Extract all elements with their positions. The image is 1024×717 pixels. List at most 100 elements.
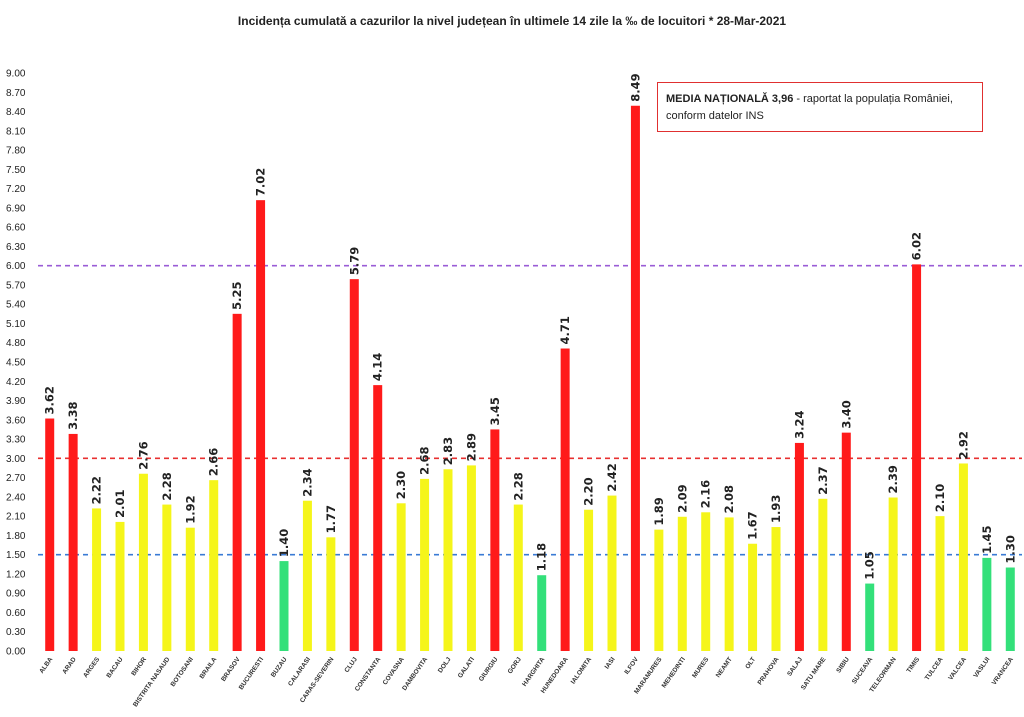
data-label: 2.39 [886, 465, 900, 493]
bar [584, 509, 594, 651]
x-tick-label: ALBA [38, 656, 54, 675]
data-label: 2.92 [956, 431, 970, 459]
national-average-annotation: MEDIA NAȚIONALĂ 3,96 - raportat la popul… [657, 82, 983, 132]
x-tick-label: DOLJ [437, 656, 453, 675]
bar [724, 517, 734, 651]
data-label: 2.08 [722, 485, 736, 513]
value-labels: 3.62 3.38 2.22 2.01 2.76 2.28 1.92 2.66 5.25 7.02… [43, 73, 1018, 579]
data-label: 1.89 [652, 497, 666, 525]
x-tick-label: SATU MARE [800, 656, 828, 692]
bar [537, 575, 547, 651]
x-tick-label: DAMBOVITA [401, 656, 429, 692]
bar [654, 529, 664, 651]
y-tick-label: 1.20 [6, 569, 26, 580]
data-label: 1.18 [535, 543, 549, 571]
y-tick-label: 9.00 [6, 69, 26, 80]
bar [466, 465, 476, 651]
data-label: 2.16 [699, 480, 713, 508]
x-tick-label: MURES [691, 656, 711, 680]
bar [841, 432, 851, 651]
bar [771, 527, 781, 651]
bar [326, 537, 336, 651]
data-label: 2.76 [136, 441, 150, 469]
data-label: 2.28 [511, 472, 525, 500]
data-label: 1.67 [746, 511, 760, 539]
bar [68, 433, 78, 651]
annotation-bold: MEDIA NAȚIONALĂ 3,96 [666, 93, 794, 105]
data-label: 2.89 [464, 433, 478, 461]
bar [92, 508, 102, 651]
data-label: 5.25 [230, 281, 244, 309]
bar [912, 264, 922, 651]
bar [209, 480, 219, 651]
y-tick-label: 2.10 [6, 512, 26, 523]
y-tick-label: 3.30 [6, 435, 26, 446]
data-label: 2.09 [675, 484, 689, 512]
bar [818, 498, 828, 651]
bar [256, 200, 266, 651]
x-tick-label: BACAU [105, 656, 124, 679]
bar [1005, 567, 1015, 651]
y-tick-label: 0.90 [6, 589, 26, 600]
bar [443, 469, 453, 651]
data-label: 1.30 [1003, 535, 1017, 563]
bar [607, 495, 617, 651]
data-label: 2.37 [816, 466, 830, 494]
x-tick-label: TIMIS [906, 656, 922, 675]
x-tick-label: BUCURESTI [238, 656, 266, 691]
x-tick-label: BIHOR [130, 656, 148, 677]
y-tick-label: 4.80 [6, 338, 26, 349]
y-tick-label: 6.30 [6, 242, 26, 253]
y-tick-label: 5.70 [6, 280, 26, 291]
data-label: 6.02 [910, 232, 924, 260]
y-tick-label: 5.40 [6, 300, 26, 311]
data-label: 1.40 [277, 529, 291, 557]
data-label: 3.62 [43, 386, 57, 414]
x-tick-label: COVASNA [382, 656, 406, 686]
x-tick-label: ILFOV [623, 656, 640, 676]
data-label: 3.38 [66, 402, 80, 430]
data-label: 7.02 [254, 168, 268, 196]
bar [45, 418, 55, 651]
x-tick-label: VASLUI [972, 656, 991, 679]
y-tick-label: 2.40 [6, 492, 26, 503]
data-label: 2.68 [418, 447, 432, 475]
bar [560, 348, 570, 651]
y-axis: 0.00 0.30 0.60 0.90 1.20 1.50 1.80 2.10 2.40 2.70… [6, 69, 26, 658]
data-label: 5.79 [347, 247, 361, 275]
annotation-line2: conform datelor INS [666, 110, 764, 122]
x-tick-label: HARGHITA [521, 656, 546, 688]
x-tick-label: IALOMITA [570, 656, 594, 686]
x-tick-label: ARGES [82, 656, 101, 679]
y-tick-label: 0.00 [6, 647, 26, 658]
bar [630, 105, 640, 651]
data-label: 8.49 [628, 73, 642, 101]
bar [865, 583, 875, 651]
bar [935, 516, 945, 651]
y-tick-label: 4.20 [6, 377, 26, 388]
y-tick-label: 3.00 [6, 454, 26, 465]
x-tick-label: VRANCEA [991, 656, 1015, 687]
bar [677, 516, 687, 651]
data-label: 2.20 [582, 477, 596, 505]
bar [888, 497, 898, 651]
bar [185, 527, 195, 651]
y-tick-label: 8.70 [6, 88, 26, 99]
data-label: 2.10 [933, 484, 947, 512]
data-label: 2.01 [113, 490, 127, 518]
bar [982, 557, 992, 651]
annotation-rest: - raportat la populația României, [793, 93, 953, 105]
bar [138, 473, 148, 651]
x-tick-label: CONSTANTA [354, 656, 383, 693]
data-label: 3.45 [488, 397, 502, 425]
x-tick-label: ARAD [61, 656, 78, 676]
y-tick-label: 1.80 [6, 531, 26, 542]
y-tick-label: 1.50 [6, 550, 26, 561]
data-label: 4.14 [371, 353, 385, 381]
x-tick-label: CLUJ [343, 656, 359, 674]
x-tick-label: IASI [604, 656, 617, 671]
x-tick-label: MEHEDINTI [661, 656, 687, 689]
x-tick-label: OLT [744, 656, 757, 670]
y-tick-label: 0.60 [6, 608, 26, 619]
y-tick-label: 3.60 [6, 415, 26, 426]
